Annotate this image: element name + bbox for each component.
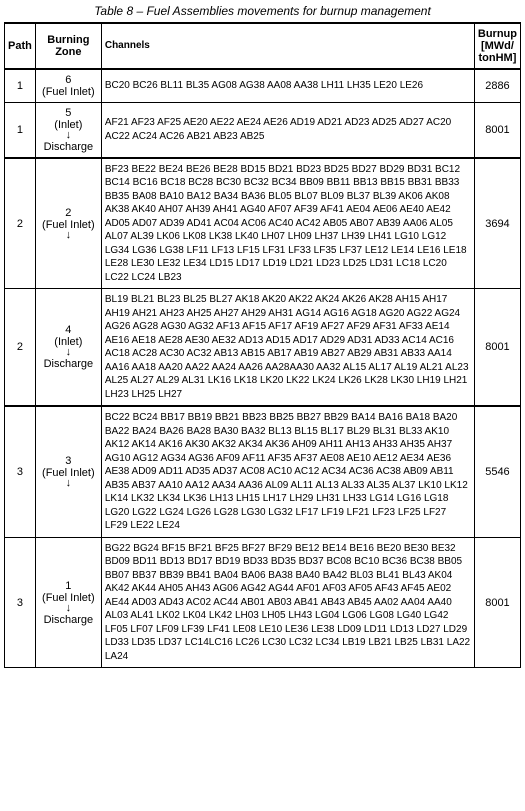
header-burnup: Burnup [MWd/ tonHM] [474, 23, 520, 69]
channels-cell: BF23 BE22 BE24 BE26 BE28 BD15 BD21 BD23 … [101, 158, 474, 289]
arrow-down-icon: ↓ [39, 604, 98, 614]
zone-cell: 3 (Fuel Inlet) ↓ [35, 406, 101, 537]
burnup-cell: 8001 [474, 103, 520, 158]
arrow-down-icon: ↓ [39, 479, 98, 489]
zone-number: 2 [39, 207, 98, 219]
zone-cell: 4 (Inlet) ↓ Discharge [35, 289, 101, 407]
zone-label: (Fuel Inlet) [39, 86, 98, 98]
zone-cell: 1 (Fuel Inlet) ↓ Discharge [35, 537, 101, 668]
channels-cell: BC22 BC24 BB17 BB19 BB21 BB23 BB25 BB27 … [101, 406, 474, 537]
zone-discharge: Discharge [39, 358, 98, 370]
path-cell: 1 [5, 103, 36, 158]
arrow-down-icon: ↓ [39, 348, 98, 358]
zone-number: 5 [39, 107, 98, 119]
channels-cell: BG22 BG24 BF15 BF21 BF25 BF27 BF29 BE12 … [101, 537, 474, 668]
channels-cell: BL19 BL21 BL23 BL25 BL27 AK18 AK20 AK22 … [101, 289, 474, 407]
path-cell: 1 [5, 69, 36, 103]
table-row: 2 2 (Fuel Inlet) ↓ BF23 BE22 BE24 BE26 B… [5, 158, 521, 289]
zone-discharge: Discharge [39, 141, 98, 153]
table-row: 3 1 (Fuel Inlet) ↓ Discharge BG22 BG24 B… [5, 537, 521, 668]
zone-cell: 6 (Fuel Inlet) [35, 69, 101, 103]
channels-cell: BC20 BC26 BL11 BL35 AG08 AG38 AA08 AA38 … [101, 69, 474, 103]
header-row: Path Burning Zone Channels Burnup [MWd/ … [5, 23, 521, 69]
burnup-cell: 3694 [474, 158, 520, 289]
table-row: 1 5 (Inlet) ↓ Discharge AF21 AF23 AF25 A… [5, 103, 521, 158]
arrow-down-icon: ↓ [39, 231, 98, 241]
table-row: 3 3 (Fuel Inlet) ↓ BC22 BC24 BB17 BB19 B… [5, 406, 521, 537]
header-zone: Burning Zone [35, 23, 101, 69]
zone-number: 4 [39, 324, 98, 336]
burnup-cell: 8001 [474, 289, 520, 407]
arrow-down-icon: ↓ [39, 131, 98, 141]
zone-number: 3 [39, 455, 98, 467]
burnup-cell: 2886 [474, 69, 520, 103]
zone-number: 6 [39, 74, 98, 86]
channels-cell: AF21 AF23 AF25 AE20 AE22 AE24 AE26 AD19 … [101, 103, 474, 158]
zone-cell: 2 (Fuel Inlet) ↓ [35, 158, 101, 289]
path-cell: 3 [5, 537, 36, 668]
fuel-assemblies-table: Path Burning Zone Channels Burnup [MWd/ … [4, 22, 521, 668]
zone-number: 1 [39, 580, 98, 592]
table-caption: Table 8 – Fuel Assemblies movements for … [4, 4, 521, 18]
zone-cell: 5 (Inlet) ↓ Discharge [35, 103, 101, 158]
burnup-cell: 5546 [474, 406, 520, 537]
path-cell: 2 [5, 289, 36, 407]
burnup-cell: 8001 [474, 537, 520, 668]
path-cell: 2 [5, 158, 36, 289]
header-channels: Channels [101, 23, 474, 69]
table-row: 1 6 (Fuel Inlet) BC20 BC26 BL11 BL35 AG0… [5, 69, 521, 103]
path-cell: 3 [5, 406, 36, 537]
header-path: Path [5, 23, 36, 69]
zone-discharge: Discharge [39, 614, 98, 626]
table-row: 2 4 (Inlet) ↓ Discharge BL19 BL21 BL23 B… [5, 289, 521, 407]
